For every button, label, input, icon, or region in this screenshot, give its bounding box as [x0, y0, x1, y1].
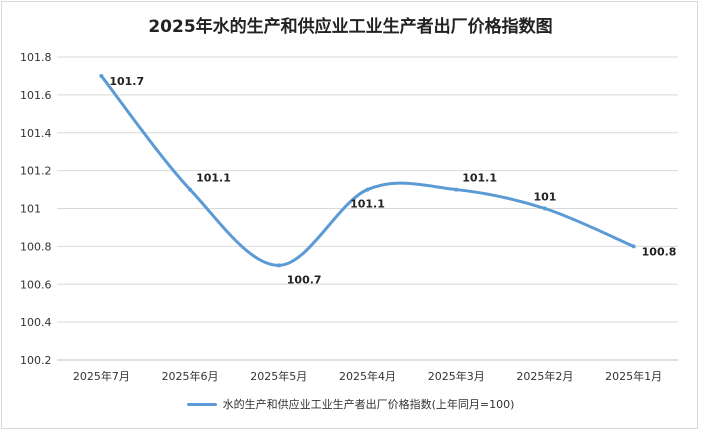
data-point	[454, 187, 459, 192]
data-label: 101.7	[109, 75, 144, 88]
data-label: 101.1	[350, 198, 385, 211]
data-label: 100.7	[287, 273, 322, 286]
x-tick-label: 2025年5月	[250, 369, 307, 383]
y-tick-label: 101	[20, 203, 41, 216]
legend-swatch	[186, 402, 217, 406]
y-tick-label: 100.8	[20, 240, 52, 253]
data-point	[631, 244, 636, 249]
chart-title: 2025年水的生产和供应业工业生产者出厂价格指数图	[148, 17, 553, 37]
data-point	[365, 187, 370, 192]
data-label: 100.8	[642, 245, 677, 258]
x-tick-label: 2025年2月	[516, 369, 573, 383]
y-tick-label: 100.6	[20, 278, 52, 291]
y-tick-label: 101.2	[20, 165, 52, 178]
y-tick-label: 100.2	[20, 354, 52, 367]
data-point	[542, 206, 547, 211]
x-tick-label: 2025年1月	[605, 369, 662, 383]
x-tick-label: 2025年3月	[428, 369, 485, 383]
data-label: 101.1	[196, 172, 231, 185]
legend-label: 水的生产和供应业工业生产者出厂价格指数(上年同月=100)	[222, 398, 515, 411]
y-tick-label: 100.4	[20, 316, 52, 329]
legend: 水的生产和供应业工业生产者出厂价格指数(上年同月=100)	[0, 396, 701, 412]
y-tick-label: 101.4	[20, 127, 52, 140]
x-tick-label: 2025年4月	[339, 369, 396, 383]
y-tick-label: 101.8	[20, 51, 52, 64]
data-point	[276, 263, 281, 268]
data-label: 101	[533, 191, 556, 204]
x-tick-label: 2025年7月	[73, 369, 130, 383]
data-label: 101.1	[462, 172, 497, 185]
y-tick-label: 101.6	[20, 89, 52, 102]
x-tick-label: 2025年6月	[162, 369, 219, 383]
data-point	[188, 187, 193, 192]
data-point	[99, 73, 104, 78]
